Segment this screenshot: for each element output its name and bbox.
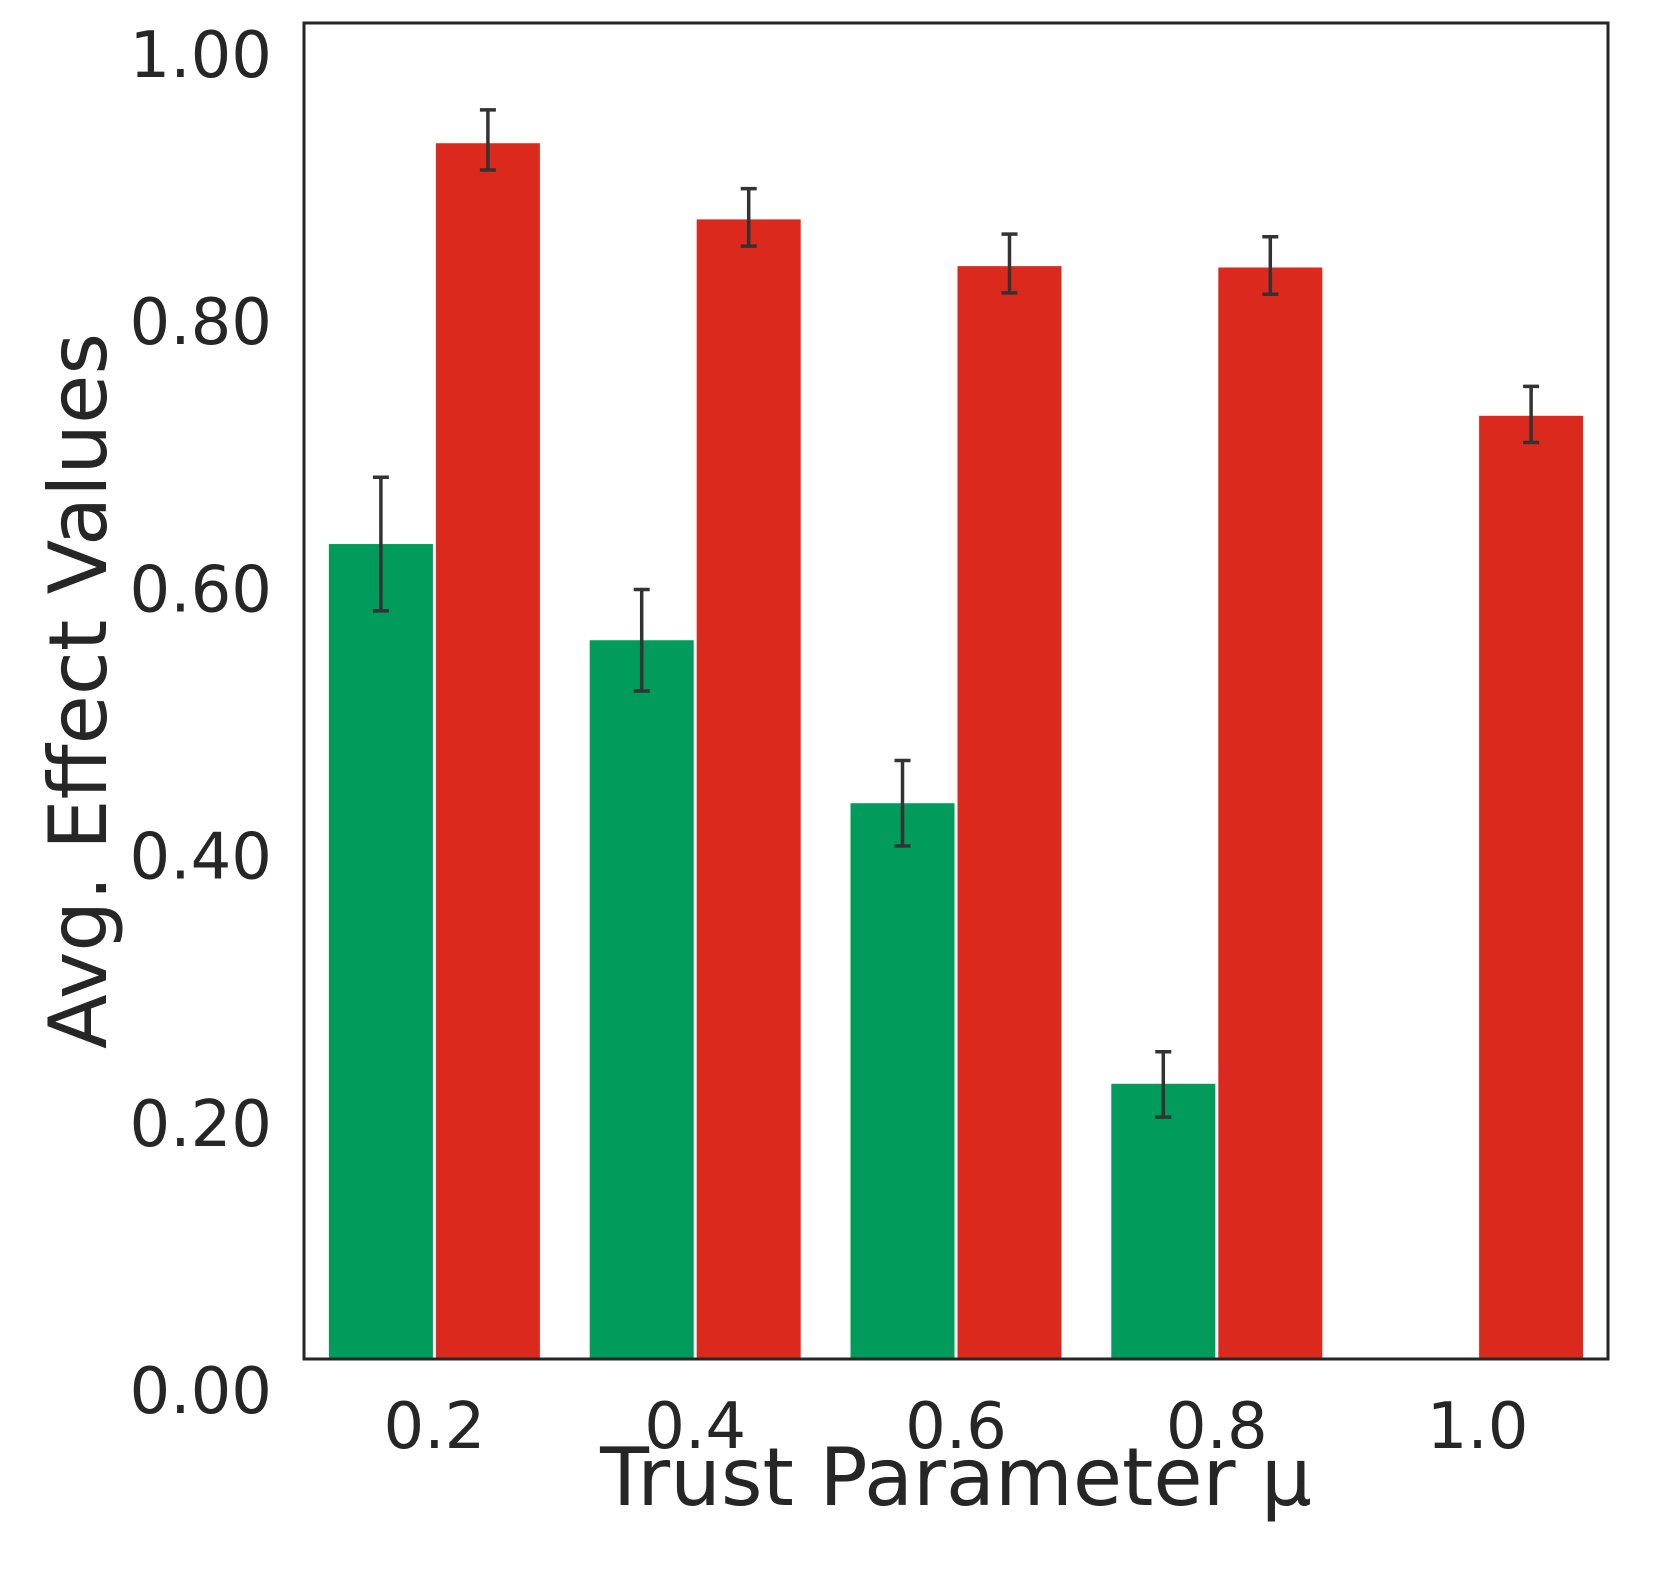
bar-s1-0.2 [435,143,540,1360]
x-tick-1.0: 1.0 [1427,1390,1529,1464]
error-bar-s1-0.6 [1001,232,1018,295]
error-bar-s1-1.0 [1523,384,1540,445]
bar-s1-0.8 [1218,267,1323,1359]
x-tick-0.6: 0.6 [905,1390,1007,1464]
x-tick-0.2: 0.2 [384,1390,486,1464]
y-axis-title: Avg. Effect Values [32,333,125,1049]
x-tick-0.8: 0.8 [1166,1390,1268,1464]
y-tick-0.20: 0.20 [130,1088,273,1162]
error-bar-s0-0.6 [894,758,911,848]
error-bars-layer [372,108,1540,1119]
bar-s1-1.0 [1479,415,1584,1359]
error-bar-s1-0.8 [1262,235,1279,296]
x-tick-labels: 0.2 0.4 0.6 0.8 1.0 [384,1390,1529,1464]
bar-s1-0.6 [957,266,1062,1360]
error-bar-s0-0.2 [372,475,389,613]
y-tick-labels: 0.00 0.20 0.40 0.60 0.80 1.00 [130,19,273,1429]
bar-s0-0.4 [589,640,694,1359]
bar-s0-0.6 [850,803,955,1359]
plot-frame [302,21,1610,1361]
y-tick-0.80: 0.80 [130,286,273,360]
bar-s0-0.8 [1111,1083,1216,1359]
y-tick-0.40: 0.40 [130,821,273,895]
y-tick-0.00: 0.00 [130,1355,273,1429]
bars-layer [328,143,1584,1360]
error-bar-s1-0.2 [479,108,496,172]
x-tick-0.4: 0.4 [644,1390,746,1464]
bar-s0-0.2 [328,544,433,1359]
error-bar-s1-0.4 [740,186,757,248]
y-tick-0.60: 0.60 [130,553,273,627]
error-bar-s0-0.4 [633,587,650,693]
error-bar-s0-0.8 [1155,1049,1172,1119]
y-tick-1.00: 1.00 [130,19,273,93]
bar-s1-0.4 [696,219,801,1360]
x-axis-title: Trust Parameter μ [599,1431,1312,1524]
